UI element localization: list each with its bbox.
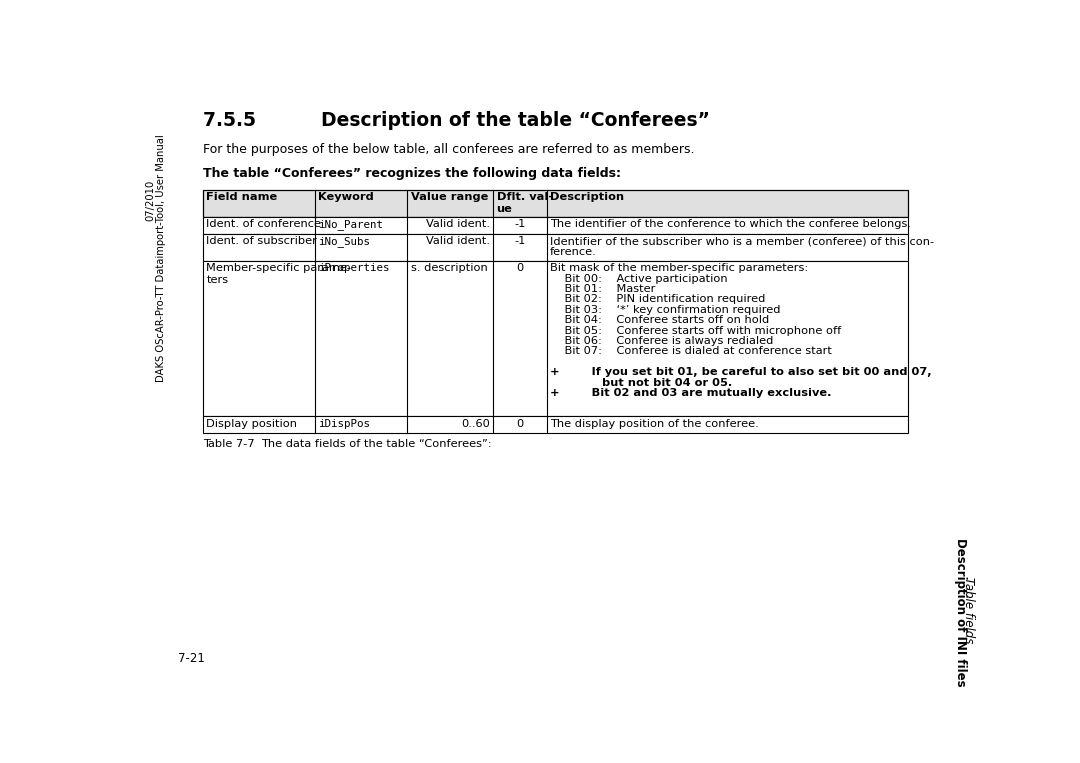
Text: DAKS OScAR-Pro-TT Dataimport-Tool, User Manual: DAKS OScAR-Pro-TT Dataimport-Tool, User … <box>156 134 165 382</box>
Text: Member-specific parame-
ters: Member-specific parame- ters <box>206 263 351 285</box>
Text: iProperties: iProperties <box>318 263 389 273</box>
Text: Identifier of the subscriber who is a member (conferee) of this con-: Identifier of the subscriber who is a me… <box>550 237 934 246</box>
Bar <box>203 417 907 433</box>
Bar <box>203 261 907 417</box>
Text: iNo_Parent: iNo_Parent <box>318 220 382 230</box>
Text: Bit 04:    Conferee starts off on hold: Bit 04: Conferee starts off on hold <box>550 315 769 325</box>
Text: For the purposes of the below table, all conferees are referred to as members.: For the purposes of the below table, all… <box>203 143 694 156</box>
Text: Value range: Value range <box>410 192 488 202</box>
Text: s. description: s. description <box>410 263 487 273</box>
Bar <box>203 190 907 217</box>
Text: +        If you set bit 01, be careful to also set bit 00 and 07,: + If you set bit 01, be careful to also … <box>550 367 932 377</box>
Text: Bit 03:    ‘*’ key confirmation required: Bit 03: ‘*’ key confirmation required <box>550 305 781 315</box>
Text: The identifier of the conference to which the conferee belongs.: The identifier of the conference to whic… <box>550 220 912 230</box>
Bar <box>203 234 907 261</box>
Text: Description of INI files: Description of INI files <box>954 538 967 687</box>
Text: Dflt. val-
ue: Dflt. val- ue <box>497 192 553 214</box>
Text: Ident. of conference: Ident. of conference <box>206 220 322 230</box>
Text: but not bit 04 or 05.: but not bit 04 or 05. <box>550 378 732 388</box>
Text: Field name: Field name <box>206 192 278 202</box>
Text: iDispPos: iDispPos <box>318 419 369 429</box>
Text: 07/2010: 07/2010 <box>146 180 156 221</box>
Text: Table fields: Table fields <box>961 577 974 643</box>
Text: 0..60: 0..60 <box>461 419 490 429</box>
Text: Bit 00:    Active participation: Bit 00: Active participation <box>550 274 728 284</box>
Text: Bit mask of the member-specific parameters:: Bit mask of the member-specific paramete… <box>550 263 808 273</box>
Text: -1: -1 <box>514 220 526 230</box>
Text: iNo_Subs: iNo_Subs <box>318 237 369 247</box>
Text: Description: Description <box>550 192 624 202</box>
Text: 7-21: 7-21 <box>177 652 204 665</box>
Text: The data fields of the table “Conferees”:: The data fields of the table “Conferees”… <box>261 439 492 449</box>
Text: 0: 0 <box>516 419 524 429</box>
Text: Bit 02:    PIN identification required: Bit 02: PIN identification required <box>550 295 766 304</box>
Text: Keyword: Keyword <box>318 192 374 202</box>
Text: ference.: ference. <box>550 246 597 256</box>
Text: -1: -1 <box>514 237 526 246</box>
Text: Bit 01:    Master: Bit 01: Master <box>550 284 656 294</box>
Text: Table 7-7: Table 7-7 <box>203 439 255 449</box>
Text: 7.5.5          Description of the table “Conferees”: 7.5.5 Description of the table “Conferee… <box>203 111 710 130</box>
Text: Ident. of subscriber: Ident. of subscriber <box>206 237 318 246</box>
Text: +        Bit 02 and 03 are mutually exclusive.: + Bit 02 and 03 are mutually exclusive. <box>550 388 832 398</box>
Text: Valid ident.: Valid ident. <box>427 220 490 230</box>
Text: 0: 0 <box>516 263 524 273</box>
Text: The display position of the conferee.: The display position of the conferee. <box>550 419 759 429</box>
Text: The table “Conferees” recognizes the following data fields:: The table “Conferees” recognizes the fol… <box>203 167 621 180</box>
Text: Bit 07:    Conferee is dialed at conference start: Bit 07: Conferee is dialed at conference… <box>550 346 832 356</box>
Bar <box>203 217 907 234</box>
Text: Bit 06:    Conferee is always redialed: Bit 06: Conferee is always redialed <box>550 336 773 346</box>
Text: Display position: Display position <box>206 419 297 429</box>
Text: Valid ident.: Valid ident. <box>427 237 490 246</box>
Text: Bit 05:    Conferee starts off with microphone off: Bit 05: Conferee starts off with microph… <box>550 326 841 336</box>
